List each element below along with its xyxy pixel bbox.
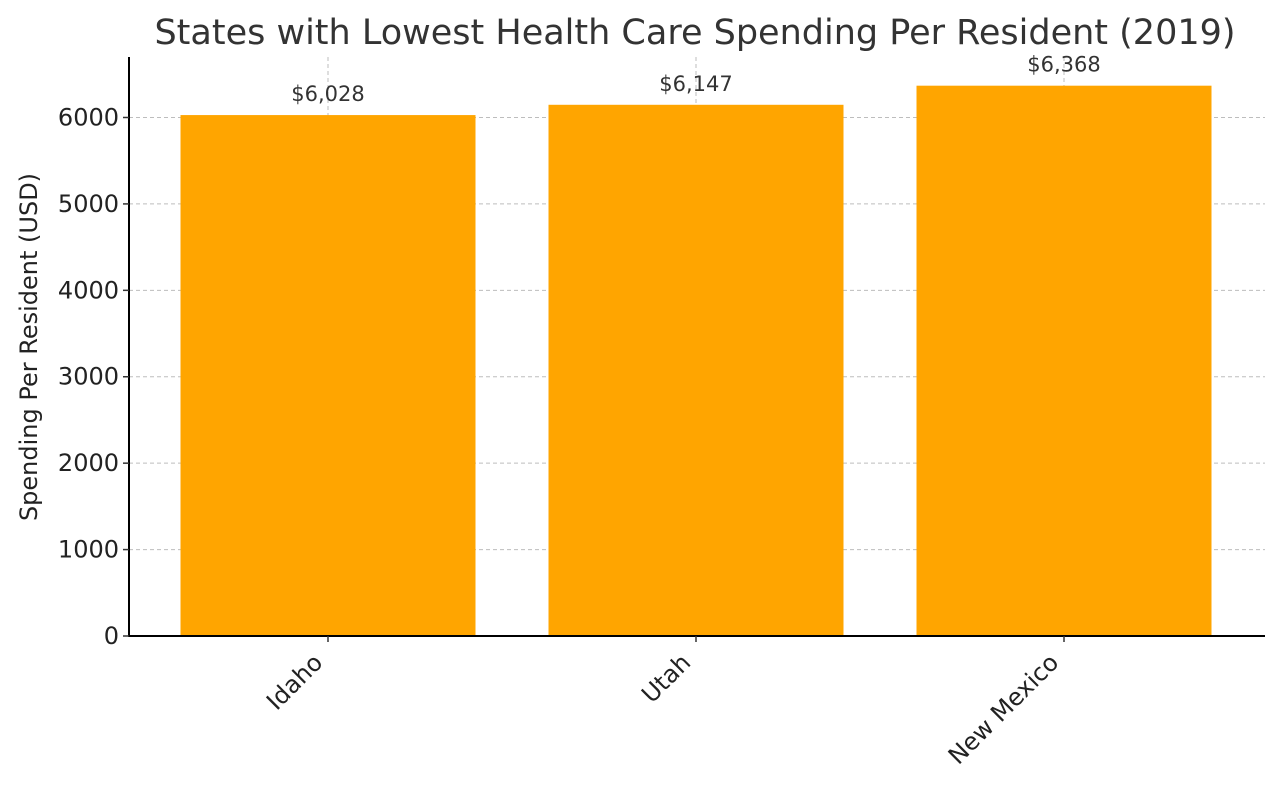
x-tick-label: Idaho [261,648,328,715]
data-label: $6,147 [659,72,732,96]
data-label: $6,368 [1027,53,1100,77]
y-tick-label: 2000 [58,449,119,477]
x-tick-label: Utah [636,648,696,708]
bars [180,85,1212,637]
y-tick-label: 3000 [58,363,119,391]
data-labels: $6,028 $6,147 $6,368 [291,53,1100,106]
x-axis-ticks: Idaho Utah New Mexico [261,636,1065,770]
y-tick-label: 5000 [58,190,119,218]
bar-idaho [180,115,476,637]
y-tick-label: 6000 [58,103,119,131]
y-tick-label: 1000 [58,536,119,564]
data-label: $6,028 [291,82,364,106]
y-axis-label: Spending Per Resident (USD) [15,173,43,521]
x-tick-label: New Mexico [943,648,1064,769]
chart-title: States with Lowest Health Care Spending … [154,13,1235,53]
bar-utah [548,104,844,636]
y-axis-ticks: 0 1000 2000 3000 4000 5000 6000 [58,103,129,650]
y-tick-label: 0 [104,622,119,650]
y-tick-label: 4000 [58,276,119,304]
bar-new-mexico [916,85,1212,637]
